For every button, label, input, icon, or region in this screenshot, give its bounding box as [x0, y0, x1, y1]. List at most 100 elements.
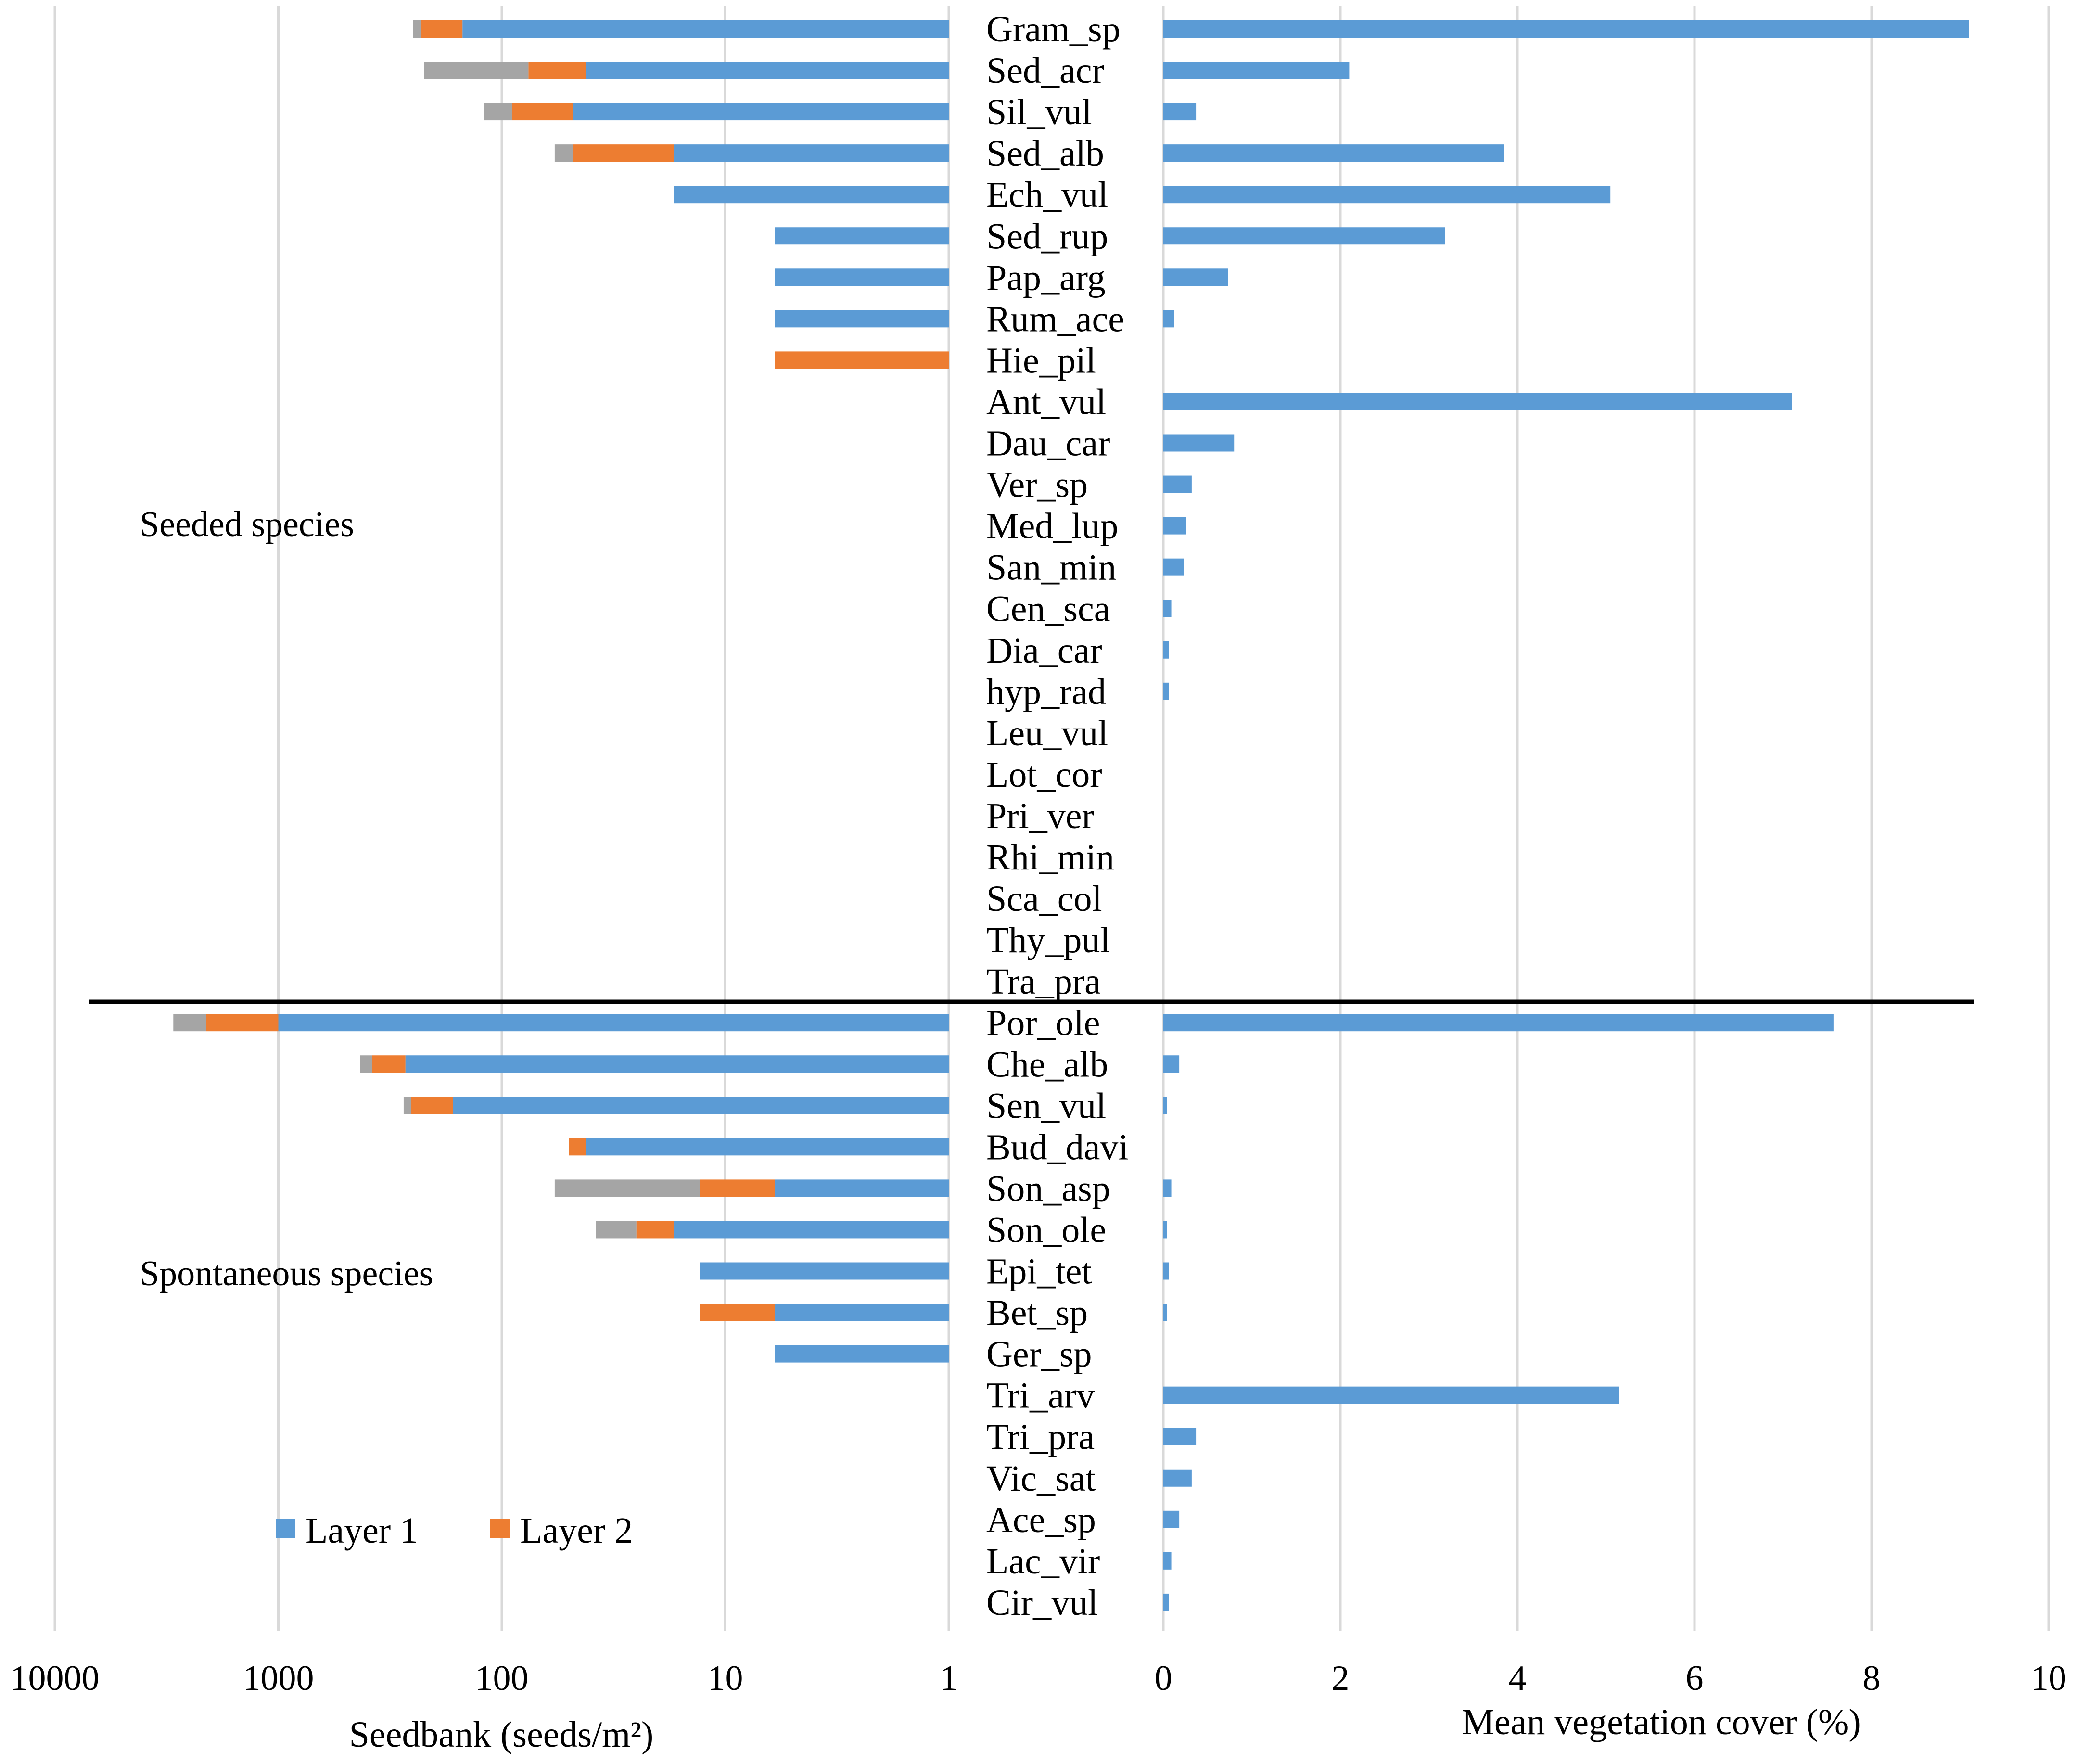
seedbank-bar-layer-2: [775, 351, 949, 369]
seedbank-bar-layer-3: [413, 20, 421, 38]
cover-bar: [1163, 1014, 1834, 1032]
seedbank-bar-layer-1: [453, 1097, 949, 1114]
cover-bar: [1163, 434, 1235, 452]
seedbank-bar-layer-2: [372, 1055, 406, 1073]
species-label: Ech_vul: [986, 175, 1108, 215]
species-label: Rhi_min: [986, 837, 1114, 878]
species-label: Epi_tet: [986, 1252, 1092, 1292]
species-label: Tri_arv: [986, 1376, 1095, 1416]
seedbank-bar-layer-1: [674, 144, 949, 162]
legend-swatch-layer-1: [276, 1519, 295, 1538]
cover-bar: [1163, 268, 1228, 286]
species-label: Vic_sat: [986, 1458, 1096, 1499]
cover-tick-label: 8: [1863, 1659, 1881, 1698]
axis-ticks: 10000 1000 100 10 1 0 2 4 6 8 10: [11, 1659, 2067, 1698]
seedbank-bar-layer-2: [700, 1179, 775, 1197]
seedbank-bar-layer-3: [484, 103, 512, 121]
cover-bar: [1163, 517, 1186, 535]
cover-bar: [1163, 1552, 1172, 1570]
cover-bar: [1163, 1386, 1619, 1404]
cover-tick-label: 6: [1686, 1659, 1704, 1698]
species-label: Ger_sp: [986, 1334, 1092, 1375]
cover-bar: [1163, 558, 1184, 576]
species-label: Bet_sp: [986, 1293, 1088, 1333]
species-label: Leu_vul: [986, 713, 1108, 754]
cover-bar: [1163, 227, 1445, 245]
cover-bar: [1163, 186, 1611, 204]
seedbank-bars: [173, 20, 949, 1363]
species-label: Sca_col: [986, 879, 1102, 919]
seedbank-bar-layer-2: [636, 1221, 674, 1239]
seedbank-bar-layer-1: [775, 1179, 949, 1197]
cover-bar: [1163, 310, 1174, 328]
species-label: Rum_ace: [986, 299, 1124, 339]
species-label: Dau_car: [986, 423, 1110, 464]
seedbank-bar-layer-2: [420, 20, 463, 38]
seedbank-bar-layer-1: [573, 103, 949, 121]
species-label: Tra_pra: [986, 961, 1101, 1002]
species-label: Tri_pra: [986, 1417, 1095, 1457]
group-label-seeded: Seeded species: [140, 505, 354, 544]
species-label: Ace_sp: [986, 1500, 1096, 1540]
seedbank-bar-layer-3: [554, 1179, 700, 1197]
seedbank-bar-layer-3: [424, 62, 529, 79]
cover-bar: [1163, 682, 1169, 700]
species-label: Sil_vul: [986, 92, 1092, 132]
cover-bar: [1163, 1428, 1197, 1445]
cover-bar: [1163, 475, 1192, 493]
cover-bar: [1163, 62, 1350, 79]
cover-tick-label: 10: [2031, 1659, 2066, 1698]
cover-bar: [1163, 393, 1792, 410]
seedbank-bar-layer-3: [360, 1055, 372, 1073]
species-label: Cir_vul: [986, 1583, 1098, 1623]
species-label: Son_ole: [986, 1210, 1106, 1250]
seedbank-bar-layer-2: [206, 1014, 279, 1032]
seedbank-bar-layer-1: [278, 1014, 949, 1032]
cover-tick-label: 2: [1332, 1659, 1350, 1698]
seedbank-bar-layer-2: [569, 1138, 586, 1156]
seedbank-bar-layer-1: [700, 1262, 949, 1280]
seedbank-bar-layer-1: [674, 1221, 949, 1239]
legend-label-layer-1: Layer 1: [306, 1510, 418, 1551]
seedbank-tick-label: 1: [940, 1659, 958, 1698]
seedbank-tick-label: 10: [708, 1659, 743, 1698]
cover-bar: [1163, 1055, 1180, 1073]
species-label: Thy_pul: [986, 920, 1110, 960]
cover-bar: [1163, 1179, 1172, 1197]
species-label: Sen_vul: [986, 1086, 1106, 1126]
seedbank-bar-layer-1: [462, 20, 949, 38]
species-label: Son_asp: [986, 1168, 1110, 1209]
species-label: Lot_cor: [986, 754, 1102, 795]
species-label: Sed_rup: [986, 216, 1108, 256]
seedbank-bar-layer-3: [554, 144, 573, 162]
cover-tick-label: 4: [1509, 1659, 1527, 1698]
seedbank-bar-layer-3: [403, 1097, 411, 1114]
seedbank-bar-layer-2: [573, 144, 674, 162]
cover-bar: [1163, 1510, 1180, 1528]
cover-bar: [1163, 1304, 1167, 1321]
species-label: Cen_sca: [986, 589, 1110, 629]
cover-bar: [1163, 1469, 1192, 1487]
cover-bar: [1163, 20, 1969, 38]
species-label: Sed_acr: [986, 51, 1104, 91]
species-label: Ant_vul: [986, 382, 1106, 422]
species-label: Pap_arg: [986, 257, 1106, 298]
legend: Layer 1 Layer 2: [276, 1510, 633, 1551]
seedbank-bar-layer-1: [775, 310, 949, 328]
cover-bar: [1163, 1221, 1167, 1239]
vegetation-cover-bars: [1163, 20, 1969, 1611]
cover-bar: [1163, 103, 1197, 121]
seedbank-bar-layer-2: [411, 1097, 453, 1114]
species-label: Gram_sp: [986, 9, 1121, 50]
seedbank-bar-layer-1: [586, 1138, 949, 1156]
cover-bar: [1163, 1593, 1169, 1611]
seedbank-bar-layer-1: [586, 62, 949, 79]
seedbank-bar-layer-1: [674, 186, 949, 204]
seedbank-bar-layer-1: [775, 1304, 949, 1321]
legend-swatch-layer-2: [490, 1519, 510, 1538]
species-label: Med_lup: [986, 506, 1118, 547]
seedbank-bar-layer-3: [596, 1221, 637, 1239]
cover-bar: [1163, 600, 1172, 617]
seedbank-axis-title: Seedbank (seeds/m²): [349, 1714, 654, 1755]
seedbank-bar-layer-1: [775, 1345, 949, 1363]
